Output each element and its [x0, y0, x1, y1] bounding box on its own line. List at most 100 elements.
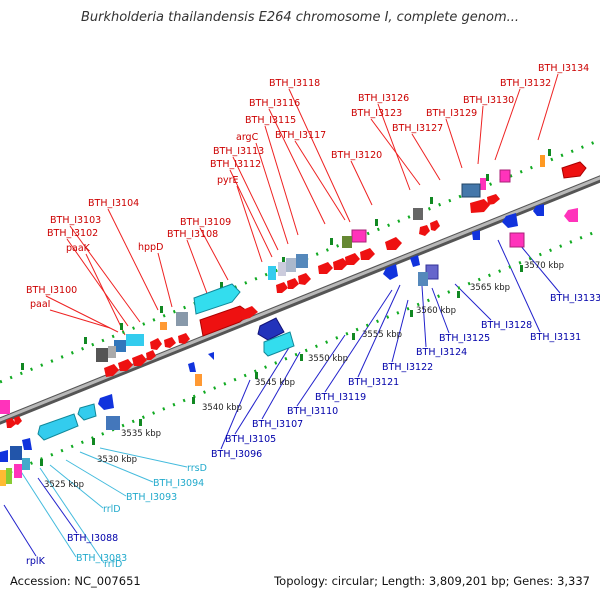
gene-arrow[interactable]: [77, 403, 97, 421]
gene-box[interactable]: [22, 458, 30, 470]
gene-arrow[interactable]: [410, 255, 420, 267]
gene-box[interactable]: [480, 178, 486, 190]
rna-gene-label[interactable]: rrfD: [104, 559, 122, 570]
gene-box[interactable]: [176, 312, 188, 326]
forward-gene-label[interactable]: BTH_I3132: [500, 78, 551, 89]
forward-gene-label[interactable]: BTH_I3129: [426, 108, 477, 119]
forward-gene-label[interactable]: pyrE: [217, 175, 239, 186]
gene-box[interactable]: [14, 464, 22, 478]
gene-arrow[interactable]: [564, 208, 578, 222]
forward-gene-label[interactable]: BTH_I3113: [213, 146, 264, 157]
forward-gene-label[interactable]: BTH_I3134: [538, 63, 589, 74]
gene-arrow[interactable]: [419, 225, 430, 236]
forward-gene-label[interactable]: argC: [236, 132, 259, 143]
forward-gene-label[interactable]: BTH_I3123: [351, 108, 402, 119]
reverse-gene-label[interactable]: BTH_I3122: [382, 362, 433, 373]
reverse-gene-label[interactable]: BTH_I3121: [348, 377, 399, 388]
gene-box[interactable]: [6, 468, 12, 484]
gene-box[interactable]: [540, 155, 545, 167]
gene-box[interactable]: [108, 346, 116, 358]
reverse-gene-label[interactable]: BTH_I3105: [225, 434, 276, 445]
gene-arrow[interactable]: [22, 438, 32, 450]
gene-arrow[interactable]: [263, 331, 295, 357]
gene-arrow[interactable]: [188, 362, 196, 372]
gene-arrow[interactable]: [6, 418, 16, 428]
gene-arrow[interactable]: [193, 283, 241, 315]
gene-arrow[interactable]: [502, 213, 518, 228]
reverse-gene-label[interactable]: BTH_I3088: [67, 533, 118, 544]
gene-arrow[interactable]: [345, 253, 360, 265]
gene-arrow[interactable]: [333, 258, 348, 270]
gene-arrow[interactable]: [470, 199, 490, 213]
forward-gene-label[interactable]: BTH_I3126: [358, 93, 409, 104]
rna-gene-label[interactable]: BTH_I3083: [76, 553, 127, 564]
rna-gene-label[interactable]: BTH_I3093: [126, 492, 177, 503]
gene-arrow[interactable]: [178, 333, 190, 344]
forward-gene-label[interactable]: BTH_I3109: [180, 217, 231, 228]
gene-box[interactable]: [342, 236, 352, 248]
gene-arrow[interactable]: [146, 350, 156, 360]
gene-arrow[interactable]: [383, 264, 398, 280]
forward-gene-label[interactable]: hppD: [138, 242, 163, 253]
forward-gene-label[interactable]: BTH_I3112: [210, 159, 261, 170]
gene-box[interactable]: [195, 374, 202, 386]
forward-gene-label[interactable]: BTH_I3130: [463, 95, 514, 106]
reverse-gene-label[interactable]: BTH_I3107: [252, 419, 303, 430]
gene-box[interactable]: [10, 446, 22, 460]
gene-arrow[interactable]: [208, 352, 214, 360]
gene-arrow[interactable]: [561, 161, 587, 179]
forward-gene-label[interactable]: BTH_I3120: [331, 150, 382, 161]
gene-arrow[interactable]: [14, 416, 22, 425]
gene-arrow[interactable]: [240, 306, 258, 320]
rna-gene-label[interactable]: rrlD: [103, 504, 121, 515]
gene-arrow[interactable]: [257, 317, 285, 341]
gene-arrow[interactable]: [360, 248, 375, 260]
gene-arrow[interactable]: [150, 338, 162, 350]
gene-arrow[interactable]: [132, 354, 147, 366]
reverse-gene-label[interactable]: BTH_I3110: [287, 406, 338, 417]
reverse-gene-label[interactable]: BTH_I3131: [530, 332, 581, 343]
gene-box[interactable]: [114, 340, 126, 352]
forward-gene-label[interactable]: BTH_I3103: [50, 215, 101, 226]
gene-arrow[interactable]: [287, 278, 299, 289]
forward-gene-label[interactable]: BTH_I3118: [269, 78, 320, 89]
gene-arrow[interactable]: [37, 413, 79, 441]
gene-arrow[interactable]: [98, 394, 114, 410]
gene-box[interactable]: [418, 272, 428, 286]
gene-box[interactable]: [96, 348, 108, 362]
gene-box[interactable]: [461, 183, 481, 198]
forward-gene-label[interactable]: BTH_I3108: [167, 229, 218, 240]
gene-arrow[interactable]: [118, 359, 133, 371]
reverse-gene-label[interactable]: BTH_I3128: [481, 320, 532, 331]
reverse-gene-label[interactable]: BTH_I3119: [315, 392, 366, 403]
gene-box[interactable]: [509, 232, 525, 248]
forward-gene-label[interactable]: BTH_I3102: [47, 228, 98, 239]
forward-gene-label[interactable]: BTH_I3115: [245, 115, 296, 126]
gene-arrow[interactable]: [276, 282, 288, 293]
forward-gene-label[interactable]: paaK: [66, 243, 91, 254]
forward-gene-label[interactable]: BTH_I3117: [275, 130, 326, 141]
gene-box[interactable]: [413, 208, 423, 220]
gene-box[interactable]: [499, 169, 511, 183]
gene-box[interactable]: [0, 470, 6, 486]
reverse-gene-label[interactable]: BTH_I3124: [416, 347, 467, 358]
gene-arrow[interactable]: [318, 262, 333, 274]
gene-arrow[interactable]: [385, 237, 402, 250]
gene-box[interactable]: [106, 416, 120, 430]
gene-box[interactable]: [268, 266, 276, 280]
gene-box[interactable]: [0, 400, 10, 414]
forward-gene-label[interactable]: BTH_I3104: [88, 198, 139, 209]
gene-arrow[interactable]: [104, 364, 119, 377]
gene-box[interactable]: [296, 254, 308, 268]
gene-box[interactable]: [126, 334, 144, 346]
gene-arrow[interactable]: [298, 273, 311, 285]
rna-gene-label[interactable]: BTH_I3094: [153, 478, 204, 489]
reverse-gene-label[interactable]: rplK: [26, 556, 46, 567]
gene-arrow[interactable]: [430, 220, 440, 231]
rna-gene-label[interactable]: rrsD: [187, 463, 207, 474]
reverse-gene-label[interactable]: BTH_I3133: [550, 293, 600, 304]
gene-box[interactable]: [286, 258, 296, 272]
forward-gene-label[interactable]: BTH_I3127: [392, 123, 443, 134]
gene-arrow[interactable]: [164, 337, 176, 348]
gene-arrow[interactable]: [472, 230, 480, 240]
